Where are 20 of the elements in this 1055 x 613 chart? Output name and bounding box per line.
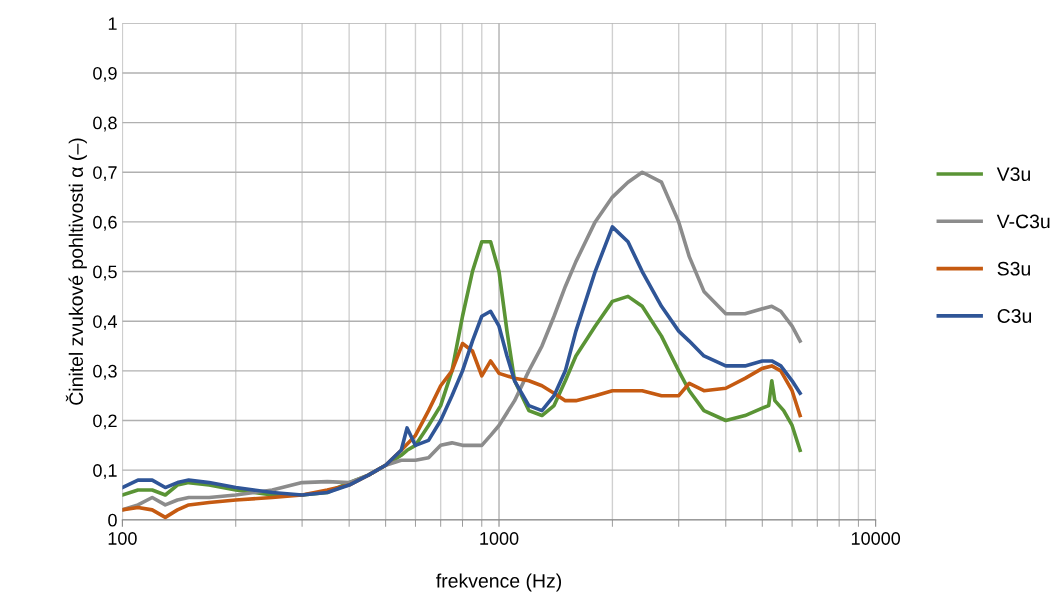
x-tick-label: 1000 [480, 532, 519, 545]
y-tick-label: 0,6 [93, 215, 117, 231]
legend-label: S3u [997, 261, 1030, 276]
y-tick-label: 0 [108, 513, 117, 527]
y-tick-label: 0,9 [93, 66, 117, 82]
y-tick-label: 0,7 [93, 166, 117, 182]
legend-label: V-C3u [996, 214, 1050, 229]
y-tick-label: 0,5 [93, 265, 117, 281]
x-axis-title: frekvence (Hz) [436, 573, 562, 592]
y-tick-label: 0,3 [93, 364, 117, 380]
y-tick-label: 0,1 [93, 464, 117, 480]
x-tick-label: 10000 [851, 532, 901, 545]
y-tick-label: 0,4 [93, 315, 117, 331]
x-tick-label: 100 [108, 532, 137, 545]
legend-label: C3u [997, 309, 1032, 323]
y-tick-label: 0,2 [93, 414, 117, 430]
y-axis-title: Činitel zvukové pohltivosti α (–) [65, 138, 87, 405]
legend-label: V3u [996, 167, 1030, 182]
y-tick-label: 1 [108, 17, 117, 30]
y-tick-label: 0,8 [93, 116, 117, 132]
